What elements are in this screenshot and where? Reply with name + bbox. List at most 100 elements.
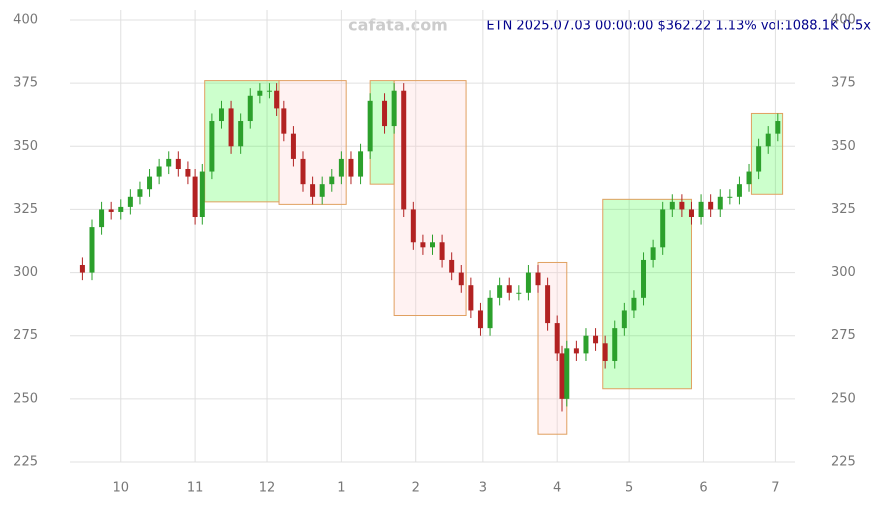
candle-body: [257, 90, 263, 96]
zone: [369, 80, 395, 185]
candle-body: [175, 158, 181, 170]
candle-body: [420, 242, 426, 248]
candle-body: [310, 184, 316, 197]
candle-body: [564, 348, 570, 399]
candle-body: [545, 285, 551, 324]
candle-body: [660, 209, 666, 248]
candle-body: [688, 209, 694, 218]
candle-body: [593, 335, 599, 344]
candle-body: [583, 335, 589, 354]
candle-body: [631, 297, 637, 311]
x-tick-label: 11: [187, 481, 204, 496]
candle-body: [679, 201, 685, 210]
candle-body: [247, 95, 253, 122]
candle-body: [458, 272, 464, 286]
candle-body: [487, 297, 493, 329]
candle-body: [382, 100, 388, 127]
candle-body: [401, 90, 407, 210]
candle-body: [319, 184, 325, 197]
candle-body: [358, 151, 364, 177]
zone: [602, 198, 692, 390]
candle-body: [228, 108, 234, 147]
candle-body: [209, 121, 215, 172]
candle-body: [185, 169, 191, 177]
candle-body: [497, 285, 503, 298]
x-tick-label: 4: [553, 481, 561, 496]
candle-body: [281, 108, 287, 134]
candle-body: [430, 242, 435, 248]
candle-body: [708, 201, 714, 210]
candle-body: [516, 292, 522, 294]
candle-body: [192, 176, 198, 218]
chart-title: ETN 2025.07.03 00:00:00 $362.22 1.13% vo…: [486, 19, 871, 34]
y-tick-label-right: 275: [831, 328, 856, 343]
y-tick-label: 300: [13, 265, 38, 280]
candle-body: [338, 158, 344, 177]
y-tick-label-right: 375: [831, 76, 856, 91]
candle-body: [573, 348, 579, 354]
candle-body: [775, 121, 781, 134]
candle-body: [118, 206, 124, 212]
candle-body: [765, 133, 771, 147]
candle-body: [559, 353, 565, 399]
candle-body: [650, 247, 656, 260]
y-tick-label-right: 225: [831, 455, 856, 470]
y-tick-label-right: 350: [831, 139, 856, 154]
watermark: cafata.com: [348, 16, 448, 35]
candle-body: [525, 272, 531, 293]
candle-body: [506, 285, 512, 293]
y-tick-label: 225: [13, 455, 38, 470]
candle-body: [756, 146, 762, 172]
candle-body: [300, 158, 306, 185]
x-tick-label: 2: [412, 481, 420, 496]
y-tick-label-right: 300: [831, 265, 856, 280]
candle-body: [698, 201, 704, 218]
y-tick-label-right: 250: [831, 391, 856, 406]
candle-body: [99, 209, 105, 228]
candle-body: [166, 158, 172, 167]
candle-body: [641, 259, 647, 298]
y-tick-label: 325: [13, 202, 38, 217]
x-tick-label: 3: [479, 481, 487, 496]
y-tick-label-right: 400: [831, 13, 856, 28]
x-tick-label: 6: [699, 481, 707, 496]
candle-body: [156, 166, 162, 177]
candle-body: [602, 343, 608, 361]
candle-body: [669, 201, 675, 210]
candle-body: [137, 189, 143, 197]
candle-body: [89, 227, 95, 273]
candle-body: [147, 176, 153, 190]
candle-body: [348, 158, 354, 177]
candle-body: [468, 285, 474, 311]
candle-body: [367, 100, 373, 152]
candle-body: [391, 90, 397, 127]
candle-body: [274, 90, 280, 109]
candle-body: [218, 108, 224, 122]
candle-body: [439, 242, 445, 260]
y-tick-label: 275: [13, 328, 38, 343]
y-tick-label: 375: [13, 76, 38, 91]
candle-body: [477, 310, 483, 329]
candle-body: [449, 259, 455, 273]
x-tick-label: 1: [337, 481, 345, 496]
y-tick-label: 250: [13, 391, 38, 406]
candle-body: [535, 272, 541, 286]
candle-body: [290, 133, 296, 159]
candle-body: [108, 209, 114, 212]
candle-body: [410, 209, 416, 243]
candle-body: [238, 121, 244, 147]
y-tick-label: 350: [13, 139, 38, 154]
candle-body: [717, 196, 723, 210]
y-tick-label: 400: [13, 13, 38, 28]
candle-body: [199, 171, 205, 218]
candle-body: [621, 310, 627, 329]
candle-body: [727, 196, 733, 198]
candle-body: [329, 176, 335, 185]
candle-body: [736, 184, 742, 197]
candle-body: [612, 328, 618, 361]
candle-body: [746, 171, 752, 185]
x-tick-label: 12: [259, 481, 276, 496]
x-tick-label: 7: [771, 481, 779, 496]
candle-body: [554, 323, 560, 354]
